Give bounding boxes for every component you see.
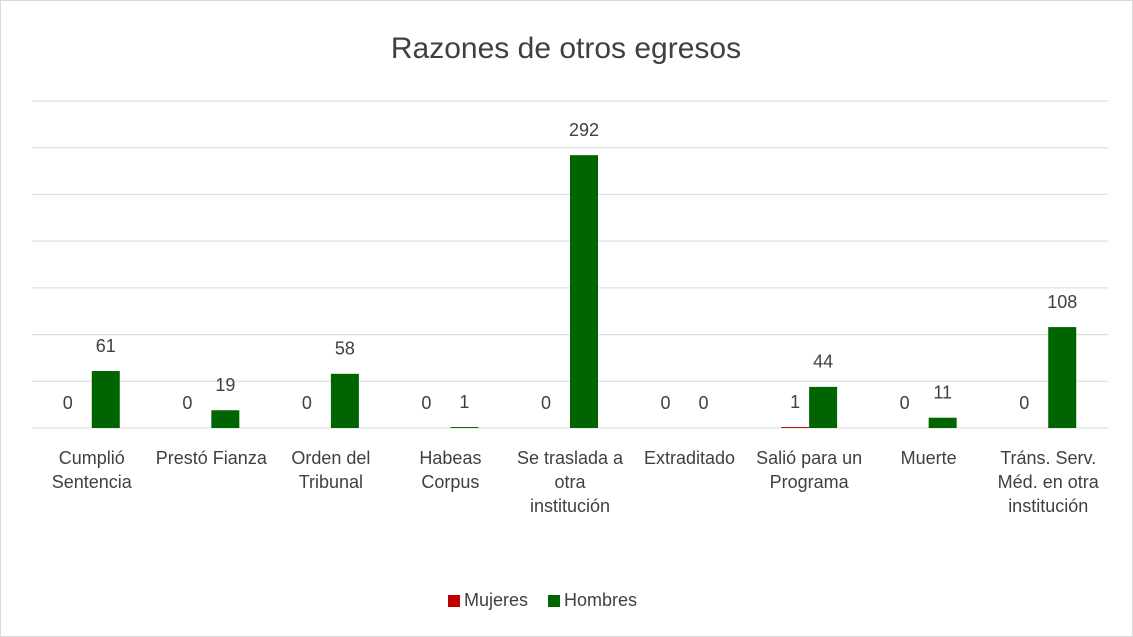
data-label: 0: [900, 393, 910, 413]
x-tick-label: Muerte: [900, 448, 957, 468]
bar: [781, 427, 810, 428]
data-label: 108: [1047, 292, 1077, 312]
x-tick-label: Extraditado: [644, 448, 736, 468]
bar: [91, 371, 120, 428]
data-label: 0: [661, 393, 671, 413]
legend-swatch: [448, 595, 460, 607]
data-label: 292: [569, 120, 599, 140]
x-tick-label: Habeas Corpus: [419, 448, 482, 492]
x-tick-label: Orden del Tribunal: [291, 448, 371, 492]
data-label: 11: [933, 382, 952, 402]
legend-label: Mujeres: [464, 590, 528, 610]
x-tick-label: Prestó Fianza: [155, 448, 267, 468]
x-tick-label: Cumplió Sentencia: [51, 448, 132, 492]
legend-label: Hombres: [564, 590, 637, 610]
chart-title: Razones de otros egresos: [391, 32, 741, 65]
bar: [809, 386, 838, 428]
data-label: 0: [699, 393, 709, 413]
bar: [450, 427, 479, 428]
data-label: 0: [541, 393, 551, 413]
data-label: 58: [335, 339, 355, 359]
x-tick-label: Se traslada a otra institución: [516, 448, 624, 516]
bar: [211, 410, 240, 428]
data-label: 61: [96, 336, 116, 356]
bar: [1048, 327, 1077, 428]
data-label: 0: [182, 393, 192, 413]
data-label: 0: [1019, 393, 1029, 413]
data-label: 19: [215, 375, 235, 395]
data-label: 0: [421, 393, 431, 413]
data-label: 0: [302, 393, 312, 413]
data-label: 1: [459, 392, 469, 412]
legend-swatch: [548, 595, 561, 607]
data-label: 1: [790, 392, 800, 412]
bar: [330, 373, 359, 428]
x-tick-label: Salió para un Programa: [756, 448, 863, 492]
x-tick-label: Tráns. Serv. Méd. en otra institución: [997, 448, 1099, 516]
bar: [928, 417, 957, 428]
data-label: 0: [63, 393, 73, 413]
data-label: 44: [813, 352, 833, 372]
bar: [570, 155, 598, 428]
